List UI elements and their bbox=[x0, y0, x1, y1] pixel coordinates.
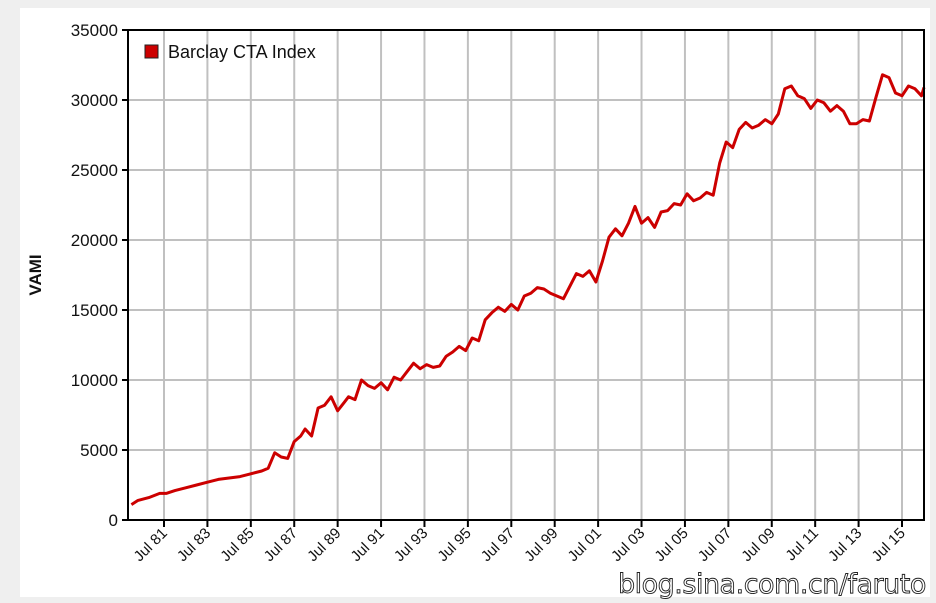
watermark: blog.sina.com.cn/faruto bbox=[618, 569, 926, 600]
legend-swatch bbox=[144, 44, 159, 59]
y-axis: 0 5000 10000 15000 20000 25000 30000 35000 bbox=[71, 21, 128, 530]
x-axis: Jul 81 Jul 83 Jul 85 Jul 87 Jul 89 Jul 91 Jul … bbox=[131, 520, 909, 565]
x-tick-label: Jul 81 bbox=[131, 525, 171, 565]
x-tick-label: Jul 13 bbox=[825, 525, 865, 565]
x-tick-label: Jul 99 bbox=[521, 525, 561, 565]
legend-label: Barclay CTA Index bbox=[168, 42, 316, 62]
chart-panel bbox=[20, 8, 930, 597]
y-axis-label: VAMI bbox=[26, 254, 45, 295]
y-tick-label: 20000 bbox=[71, 231, 118, 250]
y-tick-label: 0 bbox=[109, 511, 118, 530]
y-tick-label: 5000 bbox=[80, 441, 118, 460]
barclay-cta-index-line bbox=[130, 73, 926, 506]
x-tick-label: Jul 89 bbox=[304, 525, 344, 565]
x-tick-label: Jul 11 bbox=[782, 525, 822, 565]
x-tick-label: Jul 05 bbox=[651, 525, 691, 565]
y-tick-label: 10000 bbox=[71, 371, 118, 390]
x-tick-label: Jul 93 bbox=[391, 525, 431, 565]
x-tick-label: Jul 01 bbox=[565, 525, 605, 565]
x-tick-label: Jul 95 bbox=[434, 525, 474, 565]
x-tick-label: Jul 85 bbox=[217, 525, 257, 565]
legend: Barclay CTA Index bbox=[144, 42, 316, 62]
x-tick-label: Jul 03 bbox=[608, 525, 648, 565]
y-tick-label: 35000 bbox=[71, 21, 118, 40]
x-tick-label: Jul 83 bbox=[174, 525, 214, 565]
x-tick-label: Jul 87 bbox=[261, 525, 301, 565]
y-tick-label: 30000 bbox=[71, 91, 118, 110]
x-tick-label: Jul 07 bbox=[695, 525, 735, 565]
x-tick-label: Jul 97 bbox=[478, 525, 518, 565]
y-tick-label: 25000 bbox=[71, 161, 118, 180]
x-tick-label: Jul 15 bbox=[869, 525, 909, 565]
y-tick-label: 15000 bbox=[71, 301, 118, 320]
grid-lines bbox=[128, 30, 924, 520]
x-tick-label: Jul 91 bbox=[348, 525, 388, 565]
plot-frame bbox=[127, 29, 925, 521]
x-tick-label: Jul 09 bbox=[738, 525, 778, 565]
